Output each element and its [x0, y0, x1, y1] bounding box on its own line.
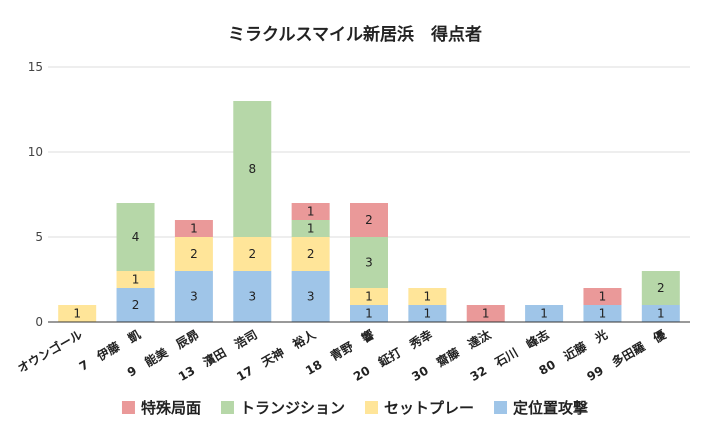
y-axis-ticks: 0 5 10 15 [28, 60, 43, 329]
bar-segment [174, 237, 213, 271]
data-label: 1 [132, 273, 140, 287]
y-tick-label: 15 [28, 60, 43, 74]
data-label: 1 [482, 307, 490, 321]
legend-label: 特殊局面 [141, 399, 201, 417]
bar-segment [583, 288, 622, 305]
y-tick-label: 0 [35, 315, 43, 329]
data-label: 2 [307, 247, 315, 261]
bar-segment [116, 271, 155, 288]
data-label: 3 [365, 256, 373, 270]
data-label: 1 [424, 307, 432, 321]
legend-swatch [121, 401, 135, 414]
legend-label: セットプレー [384, 399, 474, 417]
data-label: 1 [307, 205, 315, 219]
data-label: 1 [190, 222, 198, 236]
data-label: 2 [132, 298, 140, 312]
data-label: 1 [599, 307, 607, 321]
legend-swatch [494, 401, 508, 414]
bars [58, 101, 680, 322]
bar-segment [233, 237, 272, 271]
legend-label: トランジション [240, 399, 345, 417]
legend-swatch [220, 401, 234, 414]
chart-title: ミラクルスマイル新居浜 得点者 [228, 24, 482, 45]
legend: 特殊局面 トランジション セットプレー 定位置攻撃 [121, 399, 588, 417]
bar-segment [525, 305, 564, 322]
bar-segment [174, 220, 213, 237]
bar-segment [583, 305, 622, 322]
data-label: 2 [248, 247, 256, 261]
data-label: 1 [540, 307, 548, 321]
bar-segment [291, 203, 330, 220]
bar-segment [641, 271, 680, 305]
bar-segment [466, 305, 505, 322]
data-label: 1 [424, 290, 432, 304]
legend-swatch [365, 401, 378, 414]
bar-segment [174, 271, 213, 322]
bar-segment [116, 203, 155, 271]
data-label: 3 [307, 290, 315, 304]
bar-segment [350, 203, 388, 237]
data-label: 3 [248, 290, 256, 304]
bar-segment [641, 305, 680, 322]
bar-segment [291, 271, 330, 322]
data-label: 2 [190, 247, 198, 261]
data-label: 3 [190, 290, 198, 304]
x-tick-label: オウンゴール [15, 327, 85, 376]
bar-segment [233, 101, 272, 237]
data-label: 1 [657, 307, 665, 321]
legend-label: 定位置攻撃 [513, 399, 588, 417]
data-labels: 1 2 1 4 3 2 1 3 2 8 3 2 1 1 1 1 3 2 1 1 1 1 1 1 1 2 [73, 162, 664, 321]
bar-segment [408, 288, 447, 305]
data-label: 1 [73, 307, 81, 321]
bar-segment [233, 271, 272, 322]
y-tick-label: 5 [35, 230, 43, 244]
data-label: 2 [365, 213, 373, 227]
data-label: 1 [365, 307, 373, 321]
data-label: 1 [365, 290, 373, 304]
bar-segment [350, 237, 388, 288]
data-label: 2 [657, 281, 665, 295]
data-label: 4 [132, 230, 140, 244]
bar-segment [350, 305, 388, 322]
bar-segment [58, 305, 97, 322]
data-label: 1 [307, 222, 315, 236]
y-tick-label: 10 [28, 145, 43, 159]
data-label: 1 [599, 290, 607, 304]
data-label: 8 [248, 162, 256, 176]
bar-segment [291, 237, 330, 271]
bar-segment [350, 288, 388, 305]
bar-segment [116, 288, 155, 322]
bar-segment [291, 220, 330, 237]
bar-segment [408, 305, 447, 322]
